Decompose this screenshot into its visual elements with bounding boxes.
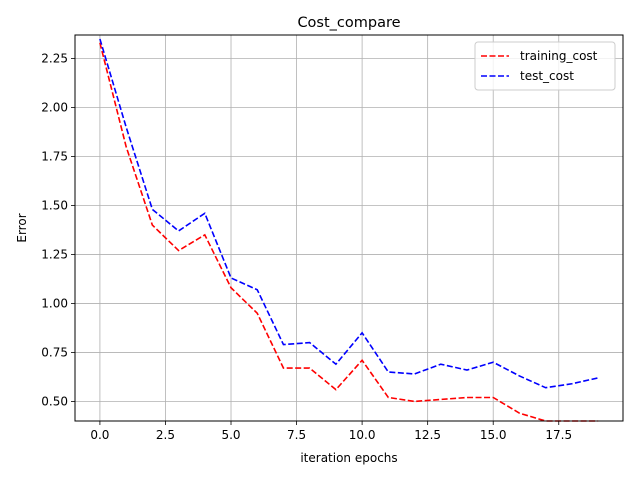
x-tick-label: 7.5 xyxy=(287,428,306,442)
legend-box xyxy=(474,41,616,91)
series-line-training-cost xyxy=(99,42,599,422)
x-tick-label: 2.5 xyxy=(156,428,175,442)
y-axis: 0.50 0.75 1.00 1.25 1.50 1.75 2.00 2.25 xyxy=(41,52,75,408)
x-tick-label: 15.0 xyxy=(480,428,507,442)
grid xyxy=(75,35,623,421)
series-layer xyxy=(99,38,599,422)
x-axis: 0.0 2.5 5.0 7.5 10.0 12.5 15.0 17.5 xyxy=(90,421,572,442)
legend: training_cost test_cost xyxy=(474,41,616,91)
y-tick-label: 1.00 xyxy=(41,296,68,310)
y-tick-label: 1.50 xyxy=(41,198,68,212)
y-tick-label: 2.00 xyxy=(41,100,68,114)
y-tick-label: 2.25 xyxy=(41,52,68,66)
plot-frame xyxy=(74,34,624,422)
y-axis-title: Error xyxy=(15,213,29,242)
chart-title: Cost_compare xyxy=(297,15,400,31)
y-tick-label: 1.75 xyxy=(41,149,68,163)
y-tick-label: 0.50 xyxy=(41,394,68,408)
x-tick-label: 12.5 xyxy=(414,428,441,442)
y-tick-label: 0.75 xyxy=(41,345,68,359)
legend-label-training-cost: training_cost xyxy=(520,49,598,63)
x-tick-label: 0.0 xyxy=(90,428,109,442)
x-tick-label: 5.0 xyxy=(221,428,240,442)
series-line-test-cost xyxy=(99,38,599,389)
x-axis-title: iteration epochs xyxy=(300,451,397,465)
x-tick-label: 17.5 xyxy=(545,428,572,442)
x-tick-label: 10.0 xyxy=(349,428,376,442)
legend-label-test-cost: test_cost xyxy=(520,69,574,83)
y-tick-label: 1.25 xyxy=(41,247,68,261)
